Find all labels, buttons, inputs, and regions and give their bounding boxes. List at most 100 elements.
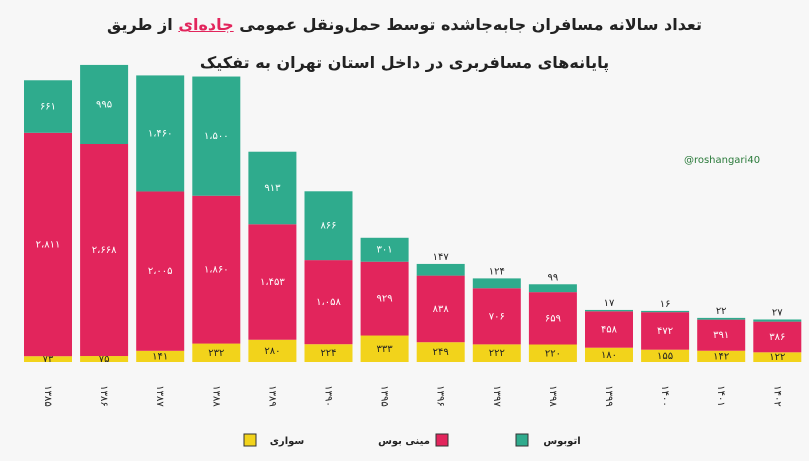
value-label: ۱۴۱ — [152, 351, 168, 362]
x-tick-label: ۱۳۹۰ — [323, 385, 334, 406]
value-label: ۱۴۲ — [713, 351, 729, 362]
bar-segment — [192, 343, 241, 362]
value-label: ۹۹ — [548, 272, 559, 283]
bar-segment — [585, 309, 633, 312]
value-label: ۱،۵۰۰ — [204, 131, 229, 142]
bar-segment — [24, 356, 72, 362]
x-tick-label: ۱۴۰۱ — [715, 385, 726, 406]
value-label: ۴۷۲ — [657, 326, 673, 337]
value-label: ۱،۴۵۳ — [260, 277, 285, 288]
x-tick-label: ۱۳۹۸ — [547, 385, 558, 407]
value-label: ۲۷ — [772, 307, 783, 318]
value-label: ۲،۸۱۱ — [36, 239, 61, 250]
bar-segment — [528, 344, 577, 362]
watermark: @roshangari40 — [684, 155, 760, 166]
title-text: از طریق — [107, 15, 173, 34]
x-tick-label: ۱۳۸۸ — [210, 385, 221, 407]
bar-segment — [192, 76, 241, 196]
value-label: ۲۲۰ — [545, 348, 561, 359]
bar-segment — [360, 237, 409, 262]
value-label: ۱،۰۵۸ — [316, 297, 341, 308]
bar-segment — [641, 312, 690, 350]
x-tick-label: ۱۳۹۵ — [379, 385, 390, 406]
bar-segment — [136, 350, 185, 362]
value-label: ۶۵۹ — [545, 313, 561, 324]
bar-segment — [304, 260, 353, 345]
value-label: ۸۶۶ — [320, 221, 336, 232]
bar-segment — [585, 311, 633, 348]
bar-segment — [697, 319, 746, 351]
bar-segment — [80, 356, 129, 362]
value-label: ۳۹۱ — [713, 330, 729, 341]
bar-segment — [472, 278, 521, 289]
bar-segment — [416, 342, 465, 362]
bar-segment — [192, 195, 241, 344]
title-line: تعداد سالانه مسافران جابه‌جاشده توسط حمل… — [0, 6, 809, 44]
x-tick-label: ۱۳۸۵ — [42, 385, 53, 406]
x-tick-label: ۱۳۸۹ — [266, 385, 277, 406]
bar-segment — [585, 347, 633, 362]
value-label: ۲۴۹ — [433, 347, 449, 358]
chart-title: تعداد سالانه مسافران جابه‌جاشده توسط حمل… — [0, 6, 809, 82]
title-text: تعداد سالانه مسافران جابه‌جاشده توسط حمل… — [239, 15, 702, 34]
bar-segment — [753, 319, 802, 322]
x-tick-label: ۱۴۰۰ — [659, 385, 670, 406]
x-tick-label: ۱۳۹۷ — [491, 385, 502, 407]
bar-segment — [528, 292, 577, 345]
value-label: ۱۸۰ — [601, 350, 617, 361]
value-label: ۳۸۶ — [769, 332, 785, 343]
bar-segment — [753, 321, 802, 353]
value-label: ۲۲۲ — [489, 348, 505, 359]
x-tick-label: ۱۳۹۹ — [603, 385, 614, 406]
bar-segment — [641, 310, 690, 313]
bar-segment — [360, 261, 409, 336]
value-label: ۱،۴۶۰ — [148, 128, 173, 139]
title-highlight: جاده‌ای — [178, 15, 234, 34]
value-label: ۱۲۲ — [769, 352, 785, 363]
x-tick-label: ۱۳۸۷ — [154, 385, 165, 407]
value-label: ۲۲۴ — [320, 348, 336, 359]
bar-segment — [304, 191, 353, 261]
bar-segment — [697, 317, 746, 320]
legend-swatch — [515, 433, 529, 447]
bar-segment — [248, 339, 297, 362]
bar-segment — [80, 64, 129, 145]
bar-segment — [472, 288, 521, 345]
legend-label: سواری — [270, 436, 305, 447]
legend-swatch — [435, 433, 449, 447]
bar-segment — [24, 132, 72, 357]
value-label: ۲۲ — [716, 306, 727, 317]
bar-segment — [641, 349, 690, 362]
value-label: ۸۳۸ — [433, 304, 450, 315]
bar-segment — [753, 352, 802, 362]
bar-segment — [472, 344, 521, 362]
value-label: ۲۸۰ — [264, 346, 280, 357]
bar-segment — [416, 275, 465, 343]
value-label: ۳۳۳ — [377, 344, 394, 355]
bar-segment — [416, 263, 465, 276]
legend-swatch — [243, 433, 257, 447]
value-label: ۹۲۹ — [377, 294, 393, 305]
legend-label: اتوبوس — [543, 436, 580, 447]
value-label: ۱۲۴ — [489, 266, 505, 277]
bar-segment — [697, 350, 746, 362]
value-label: ۱۶ — [660, 299, 671, 310]
bar-segment — [248, 224, 297, 340]
value-label: ۱۵۵ — [657, 351, 673, 362]
legend-label: مینی بوس — [378, 436, 430, 447]
value-label: ۶۶۱ — [40, 102, 56, 113]
value-label: ۳۰۱ — [377, 245, 393, 256]
title-line: پایانه‌های مسافربری در داخل استان تهران … — [199, 53, 610, 72]
value-label: ۱۷ — [604, 298, 615, 309]
value-label: ۷۳ — [43, 354, 54, 365]
x-tick-label: ۱۴۰۲ — [771, 385, 782, 406]
value-label: ۱۴۷ — [433, 252, 450, 263]
x-tick-label: ۱۳۹۶ — [435, 385, 446, 406]
bar-segment — [248, 151, 297, 225]
value-label: ۲۳۲ — [208, 348, 224, 359]
bar-segment — [80, 144, 129, 357]
bar-segment — [304, 344, 353, 362]
value-label: ۲،۶۶۸ — [92, 245, 117, 256]
bar-segment — [136, 75, 185, 192]
